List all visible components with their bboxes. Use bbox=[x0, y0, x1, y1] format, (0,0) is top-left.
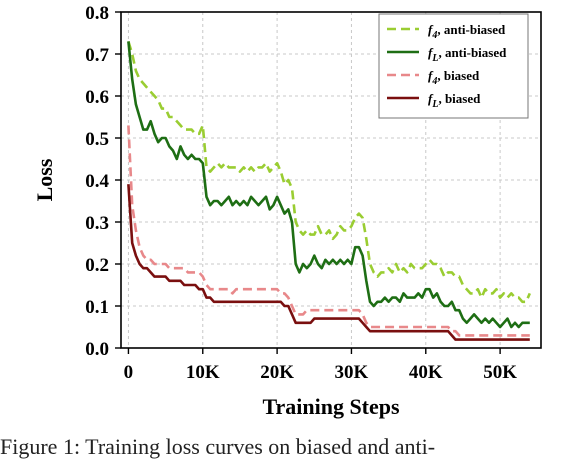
y-tick-label: 0.2 bbox=[85, 255, 109, 276]
series-layer bbox=[127, 41, 531, 341]
series-line-1 bbox=[127, 41, 531, 304]
x-tick-label: 40K bbox=[409, 362, 443, 383]
x-tick-label: 0 bbox=[124, 362, 134, 383]
y-tick-label: 0.5 bbox=[85, 129, 109, 150]
series-line-3 bbox=[127, 125, 530, 337]
y-tick-label: 0.6 bbox=[85, 87, 109, 108]
y-tick-label: 0.0 bbox=[85, 339, 109, 360]
y-tick-label: 0.4 bbox=[85, 171, 109, 192]
x-tick-label: 50K bbox=[483, 362, 517, 383]
x-tick-label: 20K bbox=[260, 362, 294, 383]
x-tick-label: 30K bbox=[335, 362, 369, 383]
x-axis-title: Training Steps bbox=[262, 394, 400, 419]
y-axis-title: Loss bbox=[32, 158, 57, 201]
figure-caption: Figure 1: Training loss curves on biased… bbox=[0, 434, 436, 459]
legend-label: fL, anti-biased bbox=[428, 45, 507, 64]
legend-box bbox=[378, 13, 529, 119]
legend-label: f4, anti-biased bbox=[428, 22, 506, 41]
y-tick-label: 0.1 bbox=[85, 297, 109, 318]
x-tick-label: 10K bbox=[186, 362, 220, 383]
legend-label: fL, biased bbox=[428, 91, 481, 110]
axis-ticks: 0 10K 20K 30K 40K 50K 0.0 0.1 0.2 0.3 0.4 0.5 0.6 0.7… bbox=[85, 3, 517, 383]
legend: f4, anti-biased fL, anti-biased f4, biased… bbox=[378, 13, 529, 119]
series-line-4 bbox=[127, 184, 530, 341]
y-tick-label: 0.8 bbox=[85, 3, 109, 24]
series-line-2 bbox=[127, 41, 530, 329]
y-tick-label: 0.7 bbox=[85, 45, 109, 66]
legend-label: f4, biased bbox=[428, 68, 480, 87]
y-tick-label: 0.3 bbox=[85, 213, 109, 234]
